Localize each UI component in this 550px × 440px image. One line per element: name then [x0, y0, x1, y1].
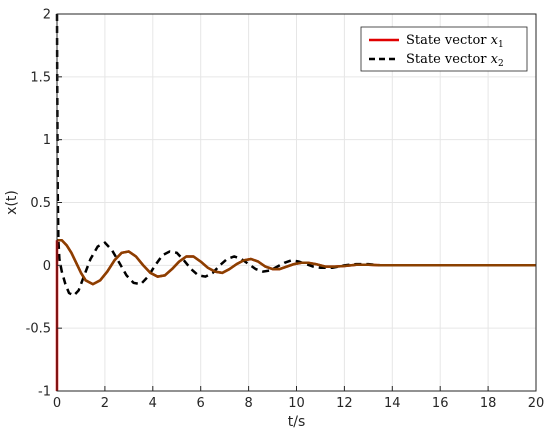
legend-box	[360, 26, 528, 72]
x-tick-label: 6	[197, 396, 205, 411]
y-tick-label: 0	[43, 259, 51, 274]
y-axis-label: x(t)	[4, 190, 20, 215]
y-tick-label: 1	[43, 133, 51, 148]
x-axis-label: t/s	[288, 414, 306, 430]
x-tick-label: 10	[288, 396, 305, 411]
legend-entry-x2-text: State vector	[406, 52, 491, 67]
legend-entry-x2-var: x	[491, 52, 499, 67]
legend-entry-x1: State vector x1	[406, 33, 504, 50]
x-tick-label: 16	[432, 396, 449, 411]
legend: State vector x1 State vector x2	[360, 26, 528, 72]
x-tick-label: 4	[149, 396, 157, 411]
y-tick-label: 1.5	[30, 70, 51, 85]
x-tick-label: 18	[480, 396, 497, 411]
legend-entry-x1-text: State vector	[406, 33, 491, 48]
series-line-x1-overlay	[57, 238, 536, 286]
y-tick-label: -1	[38, 385, 51, 400]
y-tick-label: -0.5	[26, 322, 51, 337]
y-tick-label: 2	[43, 8, 51, 23]
tick-layer: 0 2 4 6 8 10 12 14 16 18 20-1-0.500.511.52	[26, 8, 545, 412]
x-tick-label: 20	[528, 396, 545, 411]
x-tick-label: 2	[101, 396, 109, 411]
legend-entry-x2: State vector x2	[406, 52, 504, 69]
legend-entry-x1-sub: 1	[498, 40, 504, 50]
x-tick-label: 12	[336, 396, 353, 411]
legend-entry-x1-var: x	[491, 33, 499, 48]
x-tick-label: 14	[384, 396, 401, 411]
x-tick-label: 8	[244, 396, 252, 411]
x-tick-label: 0	[53, 396, 61, 411]
y-tick-label: 0.5	[30, 196, 51, 211]
legend-entry-x2-sub: 2	[498, 59, 504, 69]
